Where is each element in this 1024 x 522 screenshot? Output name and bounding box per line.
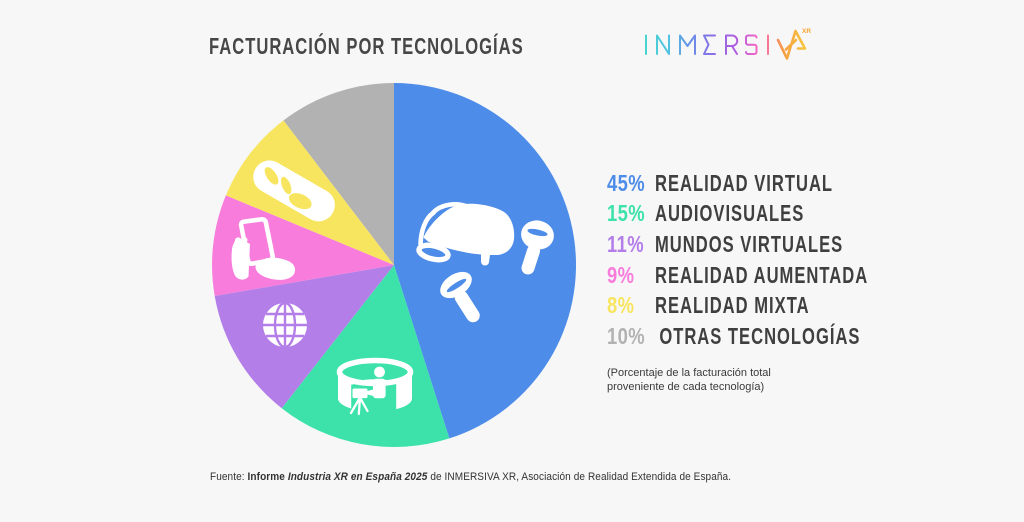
svg-text:XR: XR bbox=[802, 28, 811, 35]
